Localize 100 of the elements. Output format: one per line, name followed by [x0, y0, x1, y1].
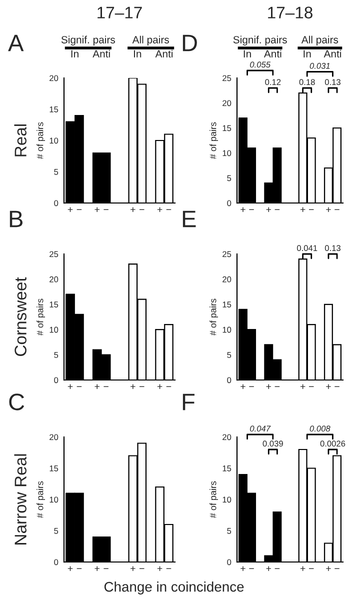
x-tick-label: +	[266, 207, 271, 212]
x-tick-label: +	[326, 566, 331, 571]
chart-subtitle: 17–18	[268, 6, 312, 18]
text: 0.055	[250, 62, 271, 68]
y-axis-title: # of pairs	[210, 122, 218, 160]
x-tick-label: −	[249, 209, 254, 210]
y-tick-label: 0	[227, 377, 232, 384]
y-tick-label: 10	[50, 138, 58, 144]
y-tick-label: 15	[50, 106, 58, 112]
x-axis-title: Change in coincidence	[104, 582, 244, 594]
x-tick-label: −	[309, 209, 314, 210]
text: 0.047	[250, 426, 271, 432]
x-tick-label: −	[76, 568, 82, 569]
text: 0.008	[310, 426, 330, 432]
x-tick-label: −	[140, 209, 144, 210]
text: In	[244, 50, 251, 58]
x-tick-label: −	[274, 568, 280, 569]
y-tick-label: 25	[50, 251, 58, 258]
y-axis-title: # of pairs	[210, 481, 218, 518]
x-tick-label: −	[334, 568, 340, 569]
x-tick-label: +	[130, 384, 136, 389]
y-tick-label: 10	[222, 496, 232, 503]
y-tick-label: 20	[222, 434, 232, 440]
text: Anti	[324, 50, 342, 58]
x-tick-label: +	[157, 384, 162, 389]
y-tick-label: 15	[50, 302, 58, 308]
x-tick-label: −	[104, 568, 108, 569]
y-tick-label: 20	[222, 276, 232, 282]
annotation: 0.12	[265, 79, 281, 86]
chart-subtitle: 17–17	[98, 6, 142, 18]
x-tick-label: +	[130, 566, 136, 571]
x-tick-label: −	[166, 209, 172, 210]
y-tick-label: 15	[222, 302, 232, 308]
text: In	[71, 50, 78, 58]
x-tick-label: −	[104, 386, 108, 387]
y-tick-label: 15	[50, 466, 58, 472]
y-axis-title: # of pairs	[36, 298, 46, 336]
x-tick-label: −	[274, 386, 280, 387]
annotation: 0.0026	[320, 440, 346, 447]
text: 0.031	[310, 62, 330, 69]
chart-title: E	[182, 210, 196, 228]
y-tick-label: 0	[227, 559, 232, 566]
x-tick-label: −	[334, 209, 340, 210]
y-tick-label: 15	[222, 466, 232, 472]
text: All pairs	[132, 36, 169, 46]
x-tick-label: +	[94, 207, 100, 212]
x-tick-label: +	[68, 384, 73, 389]
chart-title: B	[10, 210, 22, 228]
text: 0.041	[296, 245, 318, 252]
text: Narrow Real	[14, 454, 26, 544]
y-tick-label: 0	[54, 200, 58, 206]
text: Cornsweet	[14, 277, 26, 356]
x-tick-label: +	[94, 566, 100, 571]
y-tick-label: 20	[50, 434, 58, 440]
y-tick-label: 25	[222, 251, 232, 258]
y-tick-label: 5	[227, 175, 232, 182]
annotation: 0.18	[299, 79, 315, 86]
x-tick-label: +	[68, 566, 73, 571]
x-tick-label: −	[249, 386, 254, 387]
chart-title: F	[182, 394, 194, 410]
x-tick-label: −	[166, 386, 172, 387]
x-tick-label: −	[249, 568, 254, 569]
x-tick-label: −	[140, 386, 144, 387]
y-tick-label: 5	[54, 528, 58, 534]
x-tick-label: −	[334, 386, 340, 387]
x-tick-label: +	[326, 384, 331, 389]
chart-title: D	[182, 34, 197, 52]
y-tick-label: 10	[50, 496, 58, 503]
x-tick-label: +	[94, 384, 100, 389]
y-tick-label: 10	[222, 150, 232, 156]
text: All pairs	[301, 36, 338, 46]
annotation: 0.13	[324, 79, 340, 86]
x-tick-label: +	[300, 384, 306, 389]
text: Real	[14, 124, 26, 156]
y-tick-label: 5	[54, 352, 58, 358]
x-tick-label: +	[157, 566, 162, 571]
text: 0.13	[324, 245, 340, 252]
y-tick-label: 20	[50, 276, 58, 282]
x-tick-label: +	[266, 384, 271, 389]
chart-title: A	[8, 34, 24, 52]
x-tick-label: −	[309, 386, 314, 387]
x-tick-label: +	[130, 207, 136, 212]
y-tick-label: 15	[222, 125, 232, 132]
x-tick-label: +	[240, 207, 246, 212]
text: Signif. pairs	[61, 36, 116, 46]
x-tick-label: +	[300, 207, 306, 212]
x-tick-label: −	[309, 568, 314, 569]
x-tick-label: −	[274, 209, 280, 210]
x-tick-label: −	[76, 209, 82, 210]
y-tick-label: 10	[222, 326, 232, 333]
x-tick-label: +	[68, 207, 73, 212]
x-tick-label: +	[266, 566, 271, 571]
y-tick-label: 20	[222, 100, 232, 106]
x-tick-label: −	[104, 209, 108, 210]
y-tick-label: 0	[227, 200, 232, 206]
y-tick-label: 20	[50, 75, 58, 82]
text: In	[134, 50, 142, 58]
text: Anti	[92, 50, 110, 58]
text: Signif. pairs	[233, 36, 287, 46]
x-tick-label: −	[76, 386, 82, 387]
